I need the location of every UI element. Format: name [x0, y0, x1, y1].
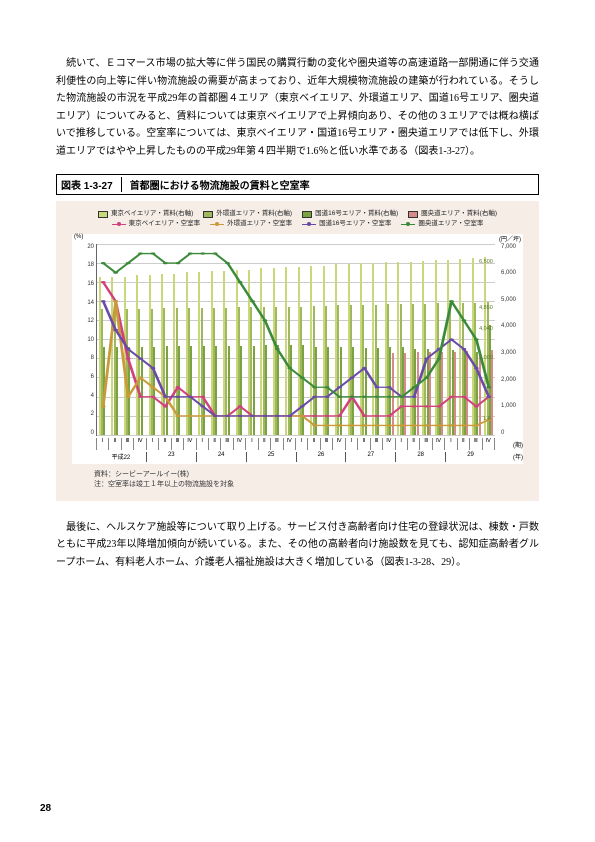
- y-axis-right-labels: 7,0006,0005,0004,0003,0002,0001,0000: [501, 244, 523, 436]
- legend-item: 圏央道エリア・賃料(右軸): [408, 209, 497, 219]
- chart: (%) (円／坪) 20181614121086420 7,0006,0005,…: [72, 234, 523, 464]
- legend-item: 外環道エリア・空室率: [210, 219, 292, 229]
- x-axis-unit-year: (年): [513, 452, 523, 461]
- legend-item: 東京ベイエリア・賃料(右軸): [98, 209, 193, 219]
- y-axis-left-unit: (%): [74, 234, 83, 240]
- chart-panel: 東京ベイエリア・賃料(右軸) 外環道エリア・賃料(右軸) 国道16号エリア・賃料(右…: [56, 201, 539, 501]
- x-axis-unit-period: (期): [513, 440, 523, 449]
- legend-item: 東京ベイエリア・空室率: [112, 219, 200, 229]
- chart-source: 資料：シービーアールイー(株): [94, 470, 531, 481]
- chart-legend: 東京ベイエリア・賃料(右軸) 外環道エリア・賃料(右軸) 国道16号エリア・賃料(右…: [64, 209, 531, 230]
- x-axis-year-labels: 平成2223242526272829: [96, 452, 495, 462]
- legend-item: 圏央道エリア・空室率: [401, 219, 483, 229]
- line-series: [103, 253, 489, 396]
- y-axis-left-labels: 20181614121086420: [72, 244, 94, 436]
- chart-note: 注：空室率は竣工１年以上の物流施設を対象: [94, 480, 531, 491]
- line-layer: [97, 244, 495, 435]
- y-axis-right-unit: (円／坪): [499, 234, 521, 243]
- legend-item: 国道16号エリア・空室率: [302, 219, 391, 229]
- legend-item: 国道16号エリア・賃料(右軸): [302, 209, 398, 219]
- legend-item: 外環道エリア・賃料(右軸): [203, 209, 292, 219]
- figure-title-bar: 図表 1-3-27 首都圏における物流施設の賃料と空室率: [56, 174, 539, 195]
- x-axis-quarter-labels: ⅠⅡⅢⅣⅠⅡⅢⅣⅠⅡⅢⅣⅠⅡⅢⅣⅠⅡⅢⅣⅠⅡⅢⅣⅠⅡⅢⅣⅠⅡⅢⅣ: [96, 438, 495, 450]
- plot-area: 6,5004,8504,0403,0001.6: [96, 244, 495, 436]
- body-paragraph-2: 最後に、ヘルスケア施設等について取り上げる。サービス付き高齢者向け住宅の登録状況…: [56, 519, 539, 572]
- body-paragraph-1: 続いて、Ｅコマース市場の拡大等に伴う国民の購買行動の変化や圏央道等の高速道路一部…: [56, 55, 539, 160]
- line-series: [103, 301, 489, 416]
- chart-notes: 資料：シービーアールイー(株) 注：空室率は竣工１年以上の物流施設を対象: [94, 470, 531, 491]
- figure-number: 図表 1-3-27: [61, 177, 122, 192]
- line-series: [103, 282, 489, 416]
- page-number: 28: [40, 803, 51, 814]
- figure-title: 首都圏における物流施設の賃料と空室率: [130, 177, 310, 192]
